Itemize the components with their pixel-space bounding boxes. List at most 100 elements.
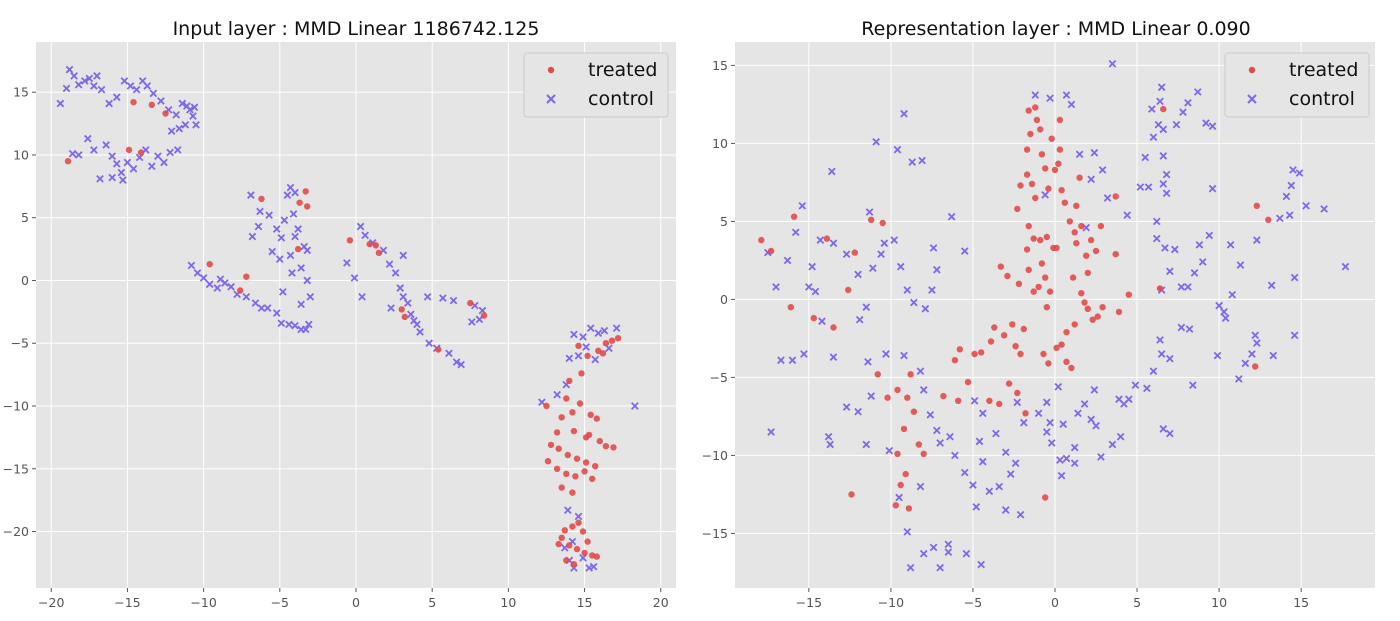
treated-point [553, 429, 561, 436]
control-point [826, 440, 835, 449]
control-point [123, 158, 132, 167]
treated-point [584, 352, 591, 359]
control-point [791, 228, 800, 237]
control-point [1282, 192, 1291, 201]
treated-point [610, 444, 617, 451]
control-point [294, 225, 302, 233]
control-point [631, 402, 639, 410]
control-point [862, 303, 871, 312]
control-point [574, 512, 583, 521]
control-point [1062, 91, 1071, 99]
treated-point [592, 463, 599, 470]
control-point [816, 236, 825, 244]
treated-point [1048, 135, 1055, 142]
control-point [1208, 122, 1217, 131]
control-point [1156, 97, 1164, 106]
control-point [570, 330, 578, 339]
data-points [56, 65, 639, 572]
control-point [272, 225, 281, 233]
control-point [1202, 119, 1210, 127]
control-point [1013, 398, 1022, 407]
control-point [1143, 384, 1151, 393]
control-point [1195, 240, 1204, 249]
x-tick-label: −15 [796, 595, 822, 610]
control-point [933, 426, 941, 435]
control-point [1087, 415, 1095, 424]
control-point [181, 121, 190, 129]
control-point [301, 325, 310, 334]
treated-point [561, 527, 568, 534]
control-point [946, 432, 954, 441]
control-point [1189, 381, 1197, 390]
treated-point [1014, 389, 1021, 397]
treated-point [575, 342, 582, 349]
treated-point [570, 561, 578, 568]
treated-point [602, 443, 610, 450]
control-point [1341, 262, 1350, 271]
treated-point [1043, 233, 1051, 241]
control-point [289, 210, 298, 218]
treated-point [578, 370, 585, 377]
control-point [1320, 205, 1328, 213]
treated-point [951, 357, 959, 364]
y-tick-label: −10 [3, 399, 29, 414]
treated-point [614, 335, 622, 342]
treated-point [1000, 332, 1008, 339]
control-point [96, 174, 104, 183]
control-point [396, 284, 405, 292]
y-tick-label: 15 [712, 58, 728, 73]
treated-point [1037, 236, 1044, 244]
treated-point [1097, 222, 1105, 230]
control-point [582, 343, 590, 351]
treated-point [1035, 283, 1042, 291]
control-point [186, 105, 194, 114]
control-point [842, 403, 851, 411]
control-point [80, 77, 89, 85]
control-point [1285, 211, 1294, 219]
control-point [391, 269, 400, 277]
control-point [969, 481, 977, 489]
control-point [1041, 191, 1049, 199]
legend-control-marker [1247, 94, 1257, 104]
y-tick-label: −5 [710, 370, 728, 385]
treated-point [1033, 116, 1041, 124]
treated-point [1073, 240, 1080, 247]
control-point [811, 287, 820, 296]
control-point [399, 251, 408, 260]
x-tick-label: 10 [500, 595, 516, 610]
treated-point [1023, 246, 1031, 253]
control-point [172, 110, 181, 119]
control-point [291, 321, 299, 330]
control-point [285, 320, 293, 329]
control-point [1006, 470, 1015, 478]
control-point [279, 287, 287, 296]
treated-point [258, 195, 265, 203]
treated-point [956, 346, 963, 353]
treated-point [1038, 151, 1046, 158]
control-point [882, 350, 890, 358]
control-point [1185, 325, 1194, 333]
treated-point [1081, 299, 1088, 306]
treated-point [558, 414, 565, 421]
control-point [119, 176, 127, 184]
control-point [265, 211, 273, 220]
treated-point [894, 450, 901, 457]
control-point [74, 80, 83, 89]
control-point [1011, 459, 1020, 468]
x-tick-label: −10 [190, 595, 216, 610]
control-point [439, 294, 447, 302]
treated-point [589, 475, 596, 482]
treated-point [1063, 329, 1070, 336]
control-point [213, 284, 222, 292]
legend-treated-label: treated [1289, 59, 1358, 81]
control-point [297, 300, 305, 309]
control-point [192, 121, 200, 129]
treated-point [602, 340, 610, 347]
y-tick-label: 15 [13, 85, 29, 100]
control-point [399, 292, 408, 301]
control-point [944, 548, 953, 556]
treated-point [564, 451, 571, 459]
control-point [407, 310, 415, 319]
treated-point [563, 395, 570, 402]
control-point [553, 390, 561, 399]
